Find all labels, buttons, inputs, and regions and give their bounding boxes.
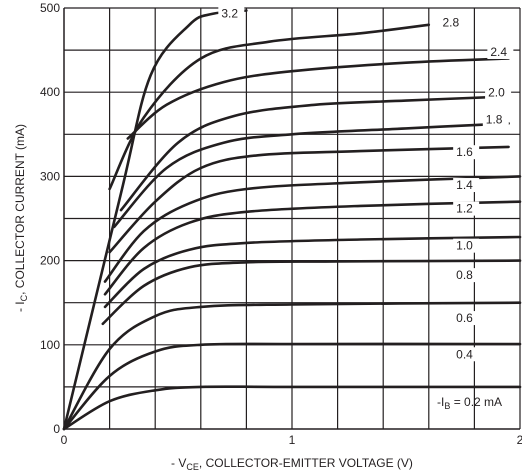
x-tick-label: 2 (517, 433, 522, 447)
curve-label-background (439, 15, 466, 30)
curve-label: 0.8 (456, 268, 473, 282)
y-tick-label: 500 (40, 1, 60, 15)
x-axis-title-prefix: - V (171, 456, 186, 470)
x-tick-labels: 0 1 2 (61, 433, 522, 447)
curve-label-background (453, 238, 480, 253)
curve-label: 1.0 (456, 239, 473, 253)
curve-label: 1.2 (456, 202, 473, 216)
x-axis-title-suffix: , COLLECTOR-EMITTER VOLTAGE (V) (199, 456, 413, 470)
x-axis-title-subscript: CE (186, 462, 199, 472)
y-axis-title-subscript: C (19, 294, 29, 301)
curve-label: 3.2 (221, 6, 238, 20)
curve-label-background (218, 6, 245, 21)
curve-ib-0-4 (62, 342, 522, 431)
base-current-suffix: = 0.2 mA (450, 395, 502, 409)
curve-label-background (453, 178, 480, 193)
y-axis-title-prefix: - I (13, 301, 27, 312)
curve-ib-0-6 (62, 301, 522, 431)
y-tick-label: 400 (40, 85, 60, 99)
curve-label: 0.4 (456, 347, 473, 361)
x-tick-label: 1 (289, 433, 296, 447)
base-current-subscript: B (444, 401, 450, 411)
curve-ib-1-4 (103, 175, 522, 283)
curve-label: 1.6 (456, 145, 473, 159)
curve-label: 2.0 (488, 85, 505, 99)
curve-ib-1-0 (103, 235, 522, 309)
curve-label: 1.8 (486, 112, 503, 126)
curve-ib-0-8 (101, 259, 522, 326)
curve-ib-1-8 (112, 122, 510, 229)
curve-label: 1.4 (456, 178, 473, 192)
curve-ib-2-0 (119, 95, 510, 212)
curve-label: 0.6 (456, 311, 473, 325)
curve-label-background (453, 145, 480, 160)
curve-label: 2.4 (490, 45, 507, 59)
curve-label: 2.8 (442, 16, 459, 30)
curve-label-background (453, 201, 480, 216)
y-axis-title-suffix: , COLLECTOR CURRENT (mA) (13, 124, 27, 295)
curve-ib-2-8 (108, 23, 431, 191)
y-tick-label: 0 (53, 422, 60, 436)
curve-ib-2-4 (126, 57, 510, 140)
curve-label-background (485, 85, 512, 100)
curve-ib-1-2 (103, 200, 522, 296)
x-tick-label: 0 (61, 433, 68, 447)
base-current-prefix: -I (437, 395, 444, 409)
axes (63, 8, 520, 430)
curve-label-background (453, 268, 480, 283)
y-tick-label: 200 (40, 254, 60, 268)
base-current-label: -IB = 0.2 mA (437, 395, 502, 411)
curve-labels: 3.2 2.8 2.4 2.0 1.8 1.6 1.4 1.2 1.0 0.8 0.6 0.4 (218, 6, 514, 362)
curves (62, 9, 522, 431)
y-tick-label: 300 (40, 169, 60, 183)
curve-label-background (453, 311, 480, 326)
y-tick-labels: 0 100 200 300 400 500 (40, 1, 60, 436)
x-axis-title: - VCE, COLLECTOR-EMITTER VOLTAGE (V) (171, 456, 413, 472)
curve-ib-1-6 (108, 145, 510, 254)
curve-ib-3-2 (62, 9, 248, 431)
curve-label-background (482, 112, 509, 127)
curve-label-background (453, 347, 480, 362)
curve-label-background (487, 44, 514, 59)
curve-ib-0-2 (62, 385, 522, 431)
y-tick-label: 100 (40, 338, 60, 352)
y-axis-title: - IC, COLLECTOR CURRENT (mA) (13, 124, 29, 312)
